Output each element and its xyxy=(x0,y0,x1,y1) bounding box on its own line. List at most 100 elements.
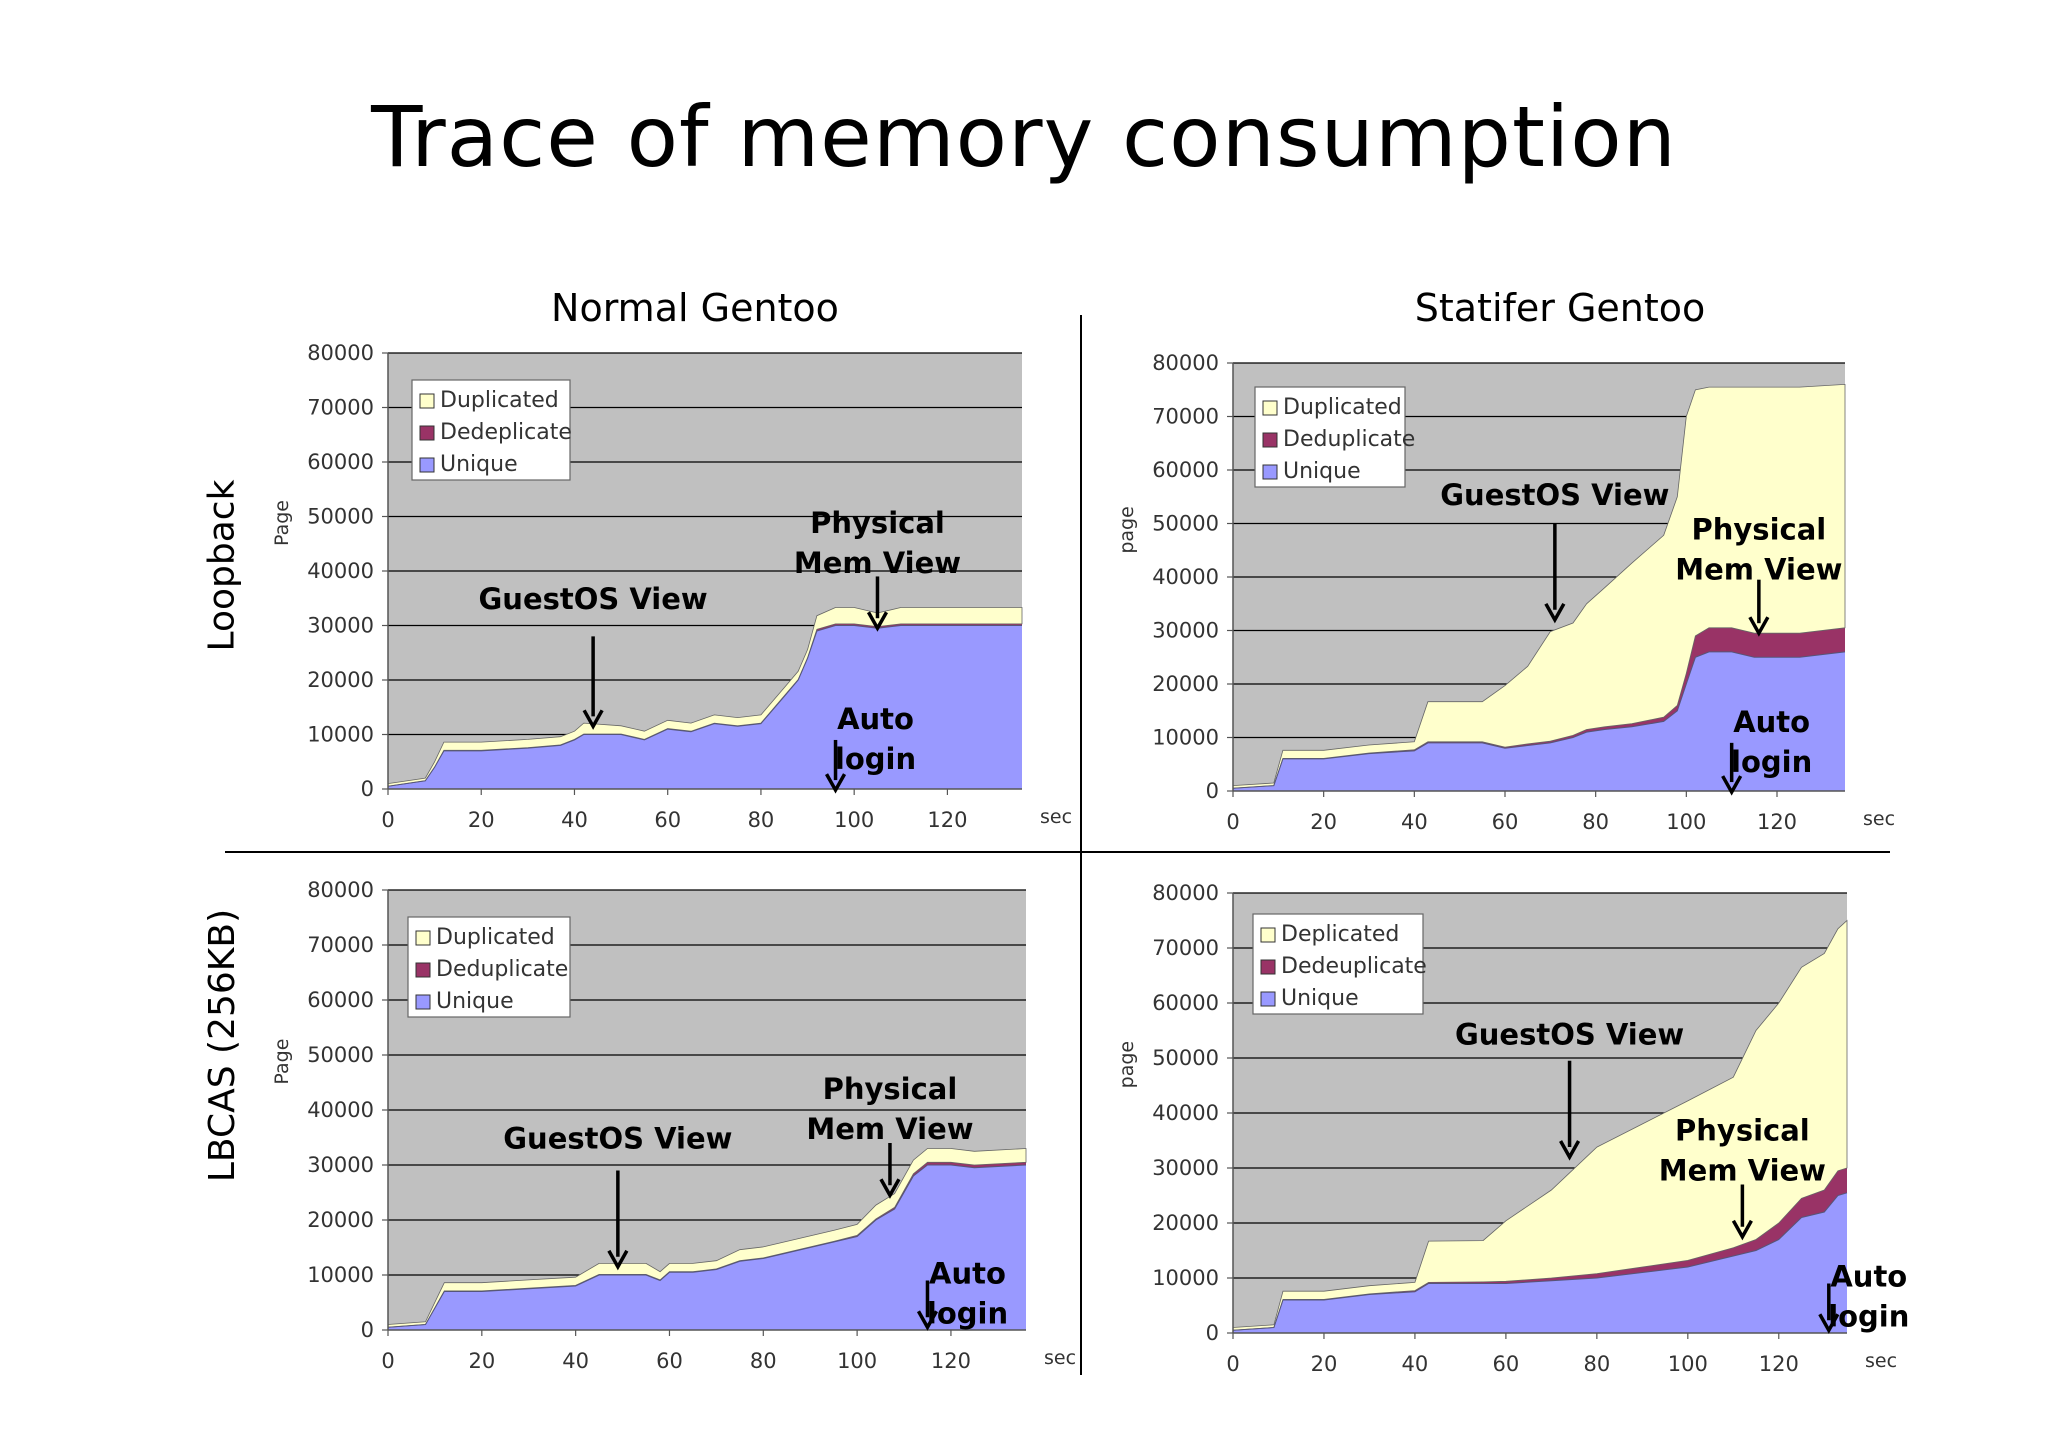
y-tick-label: 0 xyxy=(1206,1321,1219,1345)
x-tick-label: 20 xyxy=(1311,1352,1338,1376)
chart-normal-lbcas: 0 10000 20000 30000 40000 50000 60000 70000 8000… xyxy=(271,878,1076,1373)
x-tick-label: 120 xyxy=(927,808,967,832)
x-tick-label: 40 xyxy=(1402,1352,1429,1376)
y-tick-label: 50000 xyxy=(1152,1046,1219,1070)
legend-swatch xyxy=(415,930,431,946)
x-tick-label: 20 xyxy=(468,1349,495,1373)
legend-swatch xyxy=(419,393,435,409)
y-tick-label: 0 xyxy=(1206,779,1219,803)
unique-edge xyxy=(1232,1192,1848,1331)
x-unit-label: sec xyxy=(1865,1350,1897,1372)
annotation-label: Auto xyxy=(1733,705,1810,739)
x-tick-label: 80 xyxy=(748,808,775,832)
x-tick-label: 100 xyxy=(1668,1352,1708,1376)
x-unit-label: sec xyxy=(1863,808,1895,830)
legend-label: Deduplicate xyxy=(1283,427,1415,452)
annotation-label: login xyxy=(927,1296,1008,1330)
annotation-label: GuestOS View xyxy=(479,582,708,616)
annotation-label: Auto xyxy=(1830,1259,1907,1293)
row-header-lbcas: LBCAS (256KB) xyxy=(201,908,243,1182)
annotation-arrowhead xyxy=(1544,602,1566,624)
legend-swatch xyxy=(415,994,431,1010)
annotation-label: GuestOS View xyxy=(1440,478,1669,512)
legend-label: Dedeplicate xyxy=(440,420,572,445)
annotation-arrowhead xyxy=(1721,775,1743,796)
legend-swatch xyxy=(1260,959,1276,975)
y-tick-label: 0 xyxy=(361,777,374,801)
annotation-label: login xyxy=(1731,745,1812,779)
column-header-normal-gentoo: Normal Gentoo xyxy=(551,286,839,330)
x-tick-label: 60 xyxy=(654,808,681,832)
y-tick-label: 50000 xyxy=(307,505,374,529)
legend-box xyxy=(411,379,571,481)
legend-label: Duplicated xyxy=(1283,395,1402,420)
area-unique xyxy=(1233,651,1845,791)
unique-edge xyxy=(387,625,1022,787)
y-tick-label: 70000 xyxy=(1152,405,1219,429)
annotation-label: Auto xyxy=(929,1256,1006,1290)
area-duplicated xyxy=(387,1148,1027,1328)
y-tick-label: 40000 xyxy=(1152,1101,1219,1125)
y-tick-label: 30000 xyxy=(307,614,374,638)
legend-box xyxy=(1252,913,1424,1015)
annotation-arrowhead xyxy=(866,611,889,632)
legend-label: Dedeuplicate xyxy=(1281,954,1427,979)
row-header-loopback: Loopback xyxy=(201,479,243,651)
legend-label: Unique xyxy=(1281,986,1359,1011)
y-axis-label: page xyxy=(1116,506,1138,553)
y-tick-label: 80000 xyxy=(1152,881,1219,905)
annotation-arrowhead xyxy=(1748,616,1770,637)
y-tick-label: 80000 xyxy=(307,341,374,365)
y-tick-label: 40000 xyxy=(307,1098,374,1122)
annotation-arrowhead xyxy=(582,709,604,730)
x-tick-label: 80 xyxy=(750,1349,777,1373)
area-deduplicate xyxy=(1233,627,1845,789)
legend-swatch xyxy=(1260,991,1276,1007)
legend-box xyxy=(407,916,571,1018)
unique-edge xyxy=(387,1164,1027,1328)
x-tick-label: 20 xyxy=(1310,810,1337,834)
annotation-label: Mem View xyxy=(806,1112,973,1146)
legend-label: Unique xyxy=(436,989,514,1014)
annotation-arrowhead xyxy=(916,1310,939,1331)
annotation-label: Mem View xyxy=(794,546,961,580)
legend-swatch xyxy=(1262,400,1278,416)
chart-statifer-loopback: 0 10000 20000 30000 40000 50000 60000 70000 8000… xyxy=(1116,351,1895,834)
chart-statifer-lbcas: 0 10000 20000 30000 40000 50000 60000 70000 8000… xyxy=(1116,881,1909,1376)
y-axis-label: Page xyxy=(271,500,293,546)
y-tick-label: 40000 xyxy=(1152,565,1219,589)
y-tick-label: 60000 xyxy=(1152,458,1219,482)
x-tick-label: 20 xyxy=(468,808,495,832)
x-tick-label: 100 xyxy=(834,808,874,832)
legend-label: Unique xyxy=(1283,459,1361,484)
x-tick-label: 0 xyxy=(381,1349,394,1373)
annotation-arrowhead xyxy=(879,1178,901,1199)
y-tick-label: 30000 xyxy=(307,1153,374,1177)
y-tick-label: 70000 xyxy=(307,933,374,957)
x-tick-label: 0 xyxy=(1226,1352,1239,1376)
y-tick-label: 10000 xyxy=(307,723,374,747)
legend-label: Duplicated xyxy=(436,925,555,950)
annotation-label: Physical xyxy=(1675,1114,1810,1148)
area-unique xyxy=(388,625,1022,789)
legend-swatch xyxy=(1262,464,1278,480)
y-tick-label: 20000 xyxy=(1152,672,1219,696)
column-header-statifer-gentoo: Statifer Gentoo xyxy=(1414,286,1706,330)
x-tick-label: 60 xyxy=(656,1349,683,1373)
y-tick-label: 20000 xyxy=(307,1208,374,1232)
y-tick-label: 60000 xyxy=(307,988,374,1012)
y-tick-label: 50000 xyxy=(307,1043,374,1067)
annotation-arrowhead xyxy=(825,773,847,794)
x-unit-label: sec xyxy=(1040,806,1072,828)
legend-swatch xyxy=(415,962,431,978)
x-tick-label: 80 xyxy=(1582,810,1609,834)
x-tick-label: 80 xyxy=(1583,1352,1610,1376)
legend-box xyxy=(1254,386,1406,488)
x-tick-label: 60 xyxy=(1493,1352,1520,1376)
y-tick-label: 10000 xyxy=(1152,726,1219,750)
y-tick-label: 80000 xyxy=(1152,351,1219,375)
vertical-divider xyxy=(1080,315,1082,1375)
annotation-arrowhead xyxy=(607,1249,629,1271)
x-tick-label: 120 xyxy=(931,1349,971,1373)
